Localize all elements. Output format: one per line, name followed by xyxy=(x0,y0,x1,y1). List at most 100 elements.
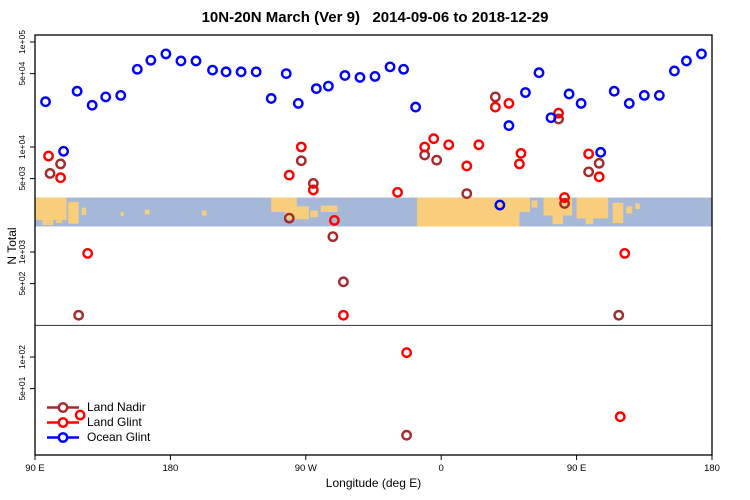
data-point xyxy=(338,276,349,288)
data-point xyxy=(533,67,545,79)
data-point xyxy=(265,93,277,104)
map-land-segment xyxy=(81,207,87,215)
data-point xyxy=(280,68,292,80)
map-land-segment xyxy=(320,205,338,213)
map-land-segment xyxy=(635,203,640,210)
data-point xyxy=(461,160,473,172)
y-tick-label: 5e+01 xyxy=(17,376,27,400)
x-tick-label: 0 xyxy=(439,463,444,474)
data-point xyxy=(55,172,66,184)
data-point xyxy=(401,347,412,359)
data-point xyxy=(489,101,501,113)
data-point xyxy=(86,99,98,111)
data-point xyxy=(322,80,334,92)
data-point xyxy=(545,112,557,124)
map-land-segment xyxy=(144,209,150,215)
data-point xyxy=(563,88,575,100)
data-point xyxy=(384,61,396,73)
data-point xyxy=(614,411,626,423)
data-point xyxy=(428,133,440,145)
data-point xyxy=(461,188,473,199)
x-tick-label: 180 xyxy=(162,463,178,474)
data-point xyxy=(593,171,605,183)
data-point xyxy=(575,98,587,109)
data-point xyxy=(696,48,707,60)
data-point xyxy=(681,55,692,67)
data-point xyxy=(307,184,319,196)
data-point xyxy=(58,145,69,157)
map-land-segment xyxy=(68,201,79,224)
data-point xyxy=(619,247,631,259)
data-point xyxy=(74,409,86,421)
data-point xyxy=(553,107,564,119)
y-tick-label: 5e+04 xyxy=(17,61,27,85)
y-tick-label: 5e+02 xyxy=(17,271,27,295)
map-land-segment xyxy=(42,220,54,226)
data-point xyxy=(307,178,319,189)
data-point xyxy=(207,64,218,76)
legend-item-land-glint: Land Glint xyxy=(46,415,150,430)
legend-label-ocean-glint: Ocean Glint xyxy=(87,430,151,444)
data-point xyxy=(489,91,501,103)
data-point xyxy=(339,70,351,81)
data-point xyxy=(653,90,665,101)
data-point xyxy=(175,55,187,67)
data-point xyxy=(145,54,157,66)
data-point xyxy=(514,158,525,170)
data-point xyxy=(473,139,485,151)
map-land-segment xyxy=(510,207,520,227)
x-tick-label: 90 E xyxy=(25,463,45,474)
data-point xyxy=(392,186,403,198)
data-point xyxy=(295,141,307,153)
map-ocean-band xyxy=(35,197,712,227)
data-point xyxy=(40,96,51,108)
map-land-segment xyxy=(120,212,124,216)
map-land-segment xyxy=(310,210,318,218)
data-point xyxy=(235,66,247,78)
data-point xyxy=(250,66,262,78)
plot-border xyxy=(34,34,713,456)
data-point xyxy=(190,55,202,67)
data-point xyxy=(419,141,431,153)
y-tick-label: 5e+03 xyxy=(17,166,27,190)
ocean-glint-marker-icon xyxy=(47,432,79,443)
map-land-segment xyxy=(585,218,594,225)
data-point xyxy=(82,247,94,259)
data-point xyxy=(623,98,635,109)
data-point xyxy=(593,157,605,169)
data-point xyxy=(131,63,143,75)
data-point xyxy=(220,66,232,78)
data-point xyxy=(401,429,412,441)
data-point xyxy=(160,48,172,60)
data-point xyxy=(100,91,112,103)
data-point xyxy=(327,231,339,243)
data-point xyxy=(520,87,531,98)
data-point xyxy=(369,71,381,82)
data-point xyxy=(503,98,515,109)
land-glint-marker-icon xyxy=(47,417,79,428)
data-point xyxy=(559,192,570,203)
legend: Land Nadir Land Glint Ocean Glint xyxy=(46,400,150,445)
data-point xyxy=(583,148,595,160)
data-point xyxy=(410,101,422,113)
x-tick-label: 180 xyxy=(704,463,720,474)
legend-item-ocean-glint: Ocean Glint xyxy=(46,430,150,445)
x-axis-label: Longitude (deg E) xyxy=(325,476,422,490)
data-point xyxy=(515,147,527,159)
map-land-segment xyxy=(56,220,63,224)
data-point xyxy=(338,309,349,321)
map-land-segment xyxy=(417,197,511,227)
map-land-segment xyxy=(626,206,633,214)
x-tick-label: 90 E xyxy=(567,463,587,474)
data-point xyxy=(328,214,340,226)
data-point xyxy=(638,90,650,101)
data-point xyxy=(292,98,304,109)
legend-label-land-nadir: Land Nadir xyxy=(87,400,146,414)
map-land-segment xyxy=(507,197,530,213)
y-tick-label: 1e+03 xyxy=(17,240,27,264)
data-point xyxy=(283,169,295,181)
data-point xyxy=(613,309,625,321)
legend-item-land-nadir: Land Nadir xyxy=(46,400,150,415)
x-tick-label: 90 W xyxy=(295,463,317,474)
